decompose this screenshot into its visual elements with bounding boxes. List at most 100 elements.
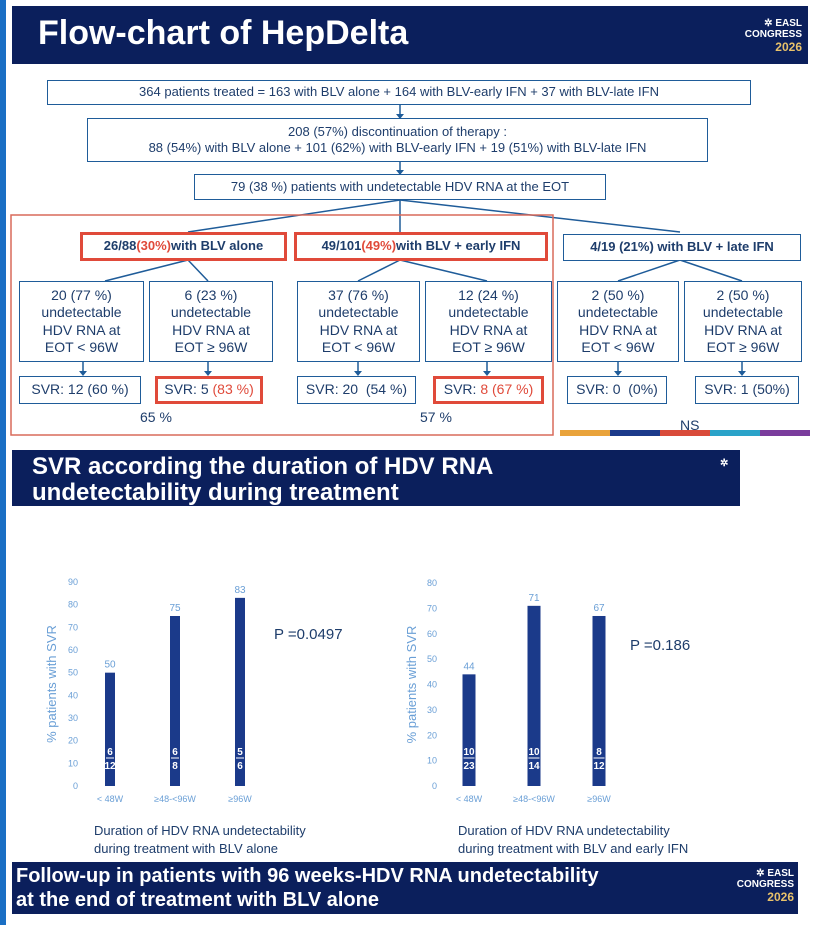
y-tick-label: 80 [427, 578, 437, 588]
group-blv-alone-percent: (30%) [136, 238, 171, 254]
y-tick-label: 0 [73, 781, 78, 791]
group-early-ifn-count: 49/101 [321, 238, 362, 254]
y-tick-label: 30 [68, 713, 78, 723]
easl-logo-footer: ✲ EASL CONGRESS 2026 [716, 868, 794, 904]
bar-value-label: 75 [169, 603, 181, 614]
bar-value-label: 50 [104, 660, 116, 671]
easl-logo-icon: ✲ [764, 18, 773, 29]
subgroup-count: 6 (23 %) [184, 286, 238, 303]
x-tick-label: ≥96W [587, 794, 611, 804]
chart2-p-value: P =0.186 [630, 637, 691, 654]
fraction-denominator: 8 [172, 761, 178, 772]
y-tick-label: 10 [427, 756, 437, 766]
subgroup-line: HDV RNA at [579, 321, 657, 338]
subgroup-box: 6 (23 %) undetectable HDV RNA at EOT ≥ 96W [149, 281, 273, 362]
subgroup-box: 20 (77 %) undetectable HDV RNA at EOT < 96W [19, 281, 144, 362]
subgroup-count: 37 (76 %) [328, 286, 389, 303]
subgroup-line: undetectable [170, 304, 252, 320]
subgroup-line: HDV RNA at [449, 321, 528, 338]
discontinuation-line2: 88 (54%) with BLV alone + 101 (62%) with… [148, 140, 647, 155]
left-edge-stripe [0, 0, 6, 925]
bar [527, 605, 541, 786]
pooled-percent-mid: 57 % [420, 409, 452, 425]
group-blv-alone-box: 26/88 (30%) with BLV alone [80, 232, 287, 261]
flowchart-connectors [10, 105, 746, 436]
subgroup-box: 12 (24 %) undetectable HDV RNA at EOT ≥ 96W [425, 281, 552, 362]
fraction-numerator: 10 [528, 747, 540, 758]
svr-percent: (83 %) [212, 381, 254, 398]
bar [235, 597, 245, 786]
svr-box: SVR: 1 (50%) [695, 376, 799, 404]
subgroup-line: undetectable [318, 304, 399, 320]
y-tick-label: 60 [68, 645, 78, 655]
subgroup-line: undetectable [702, 304, 784, 320]
y-tick-label: 40 [427, 680, 437, 690]
bar-value-label: 71 [528, 593, 540, 604]
y-tick-label: 30 [427, 705, 437, 715]
svr-box: SVR: 0 (0%) [567, 376, 667, 404]
y-axis-label: % patients with SVR [44, 625, 59, 743]
svr-text: SVR: 0 (0%) [576, 381, 658, 398]
bar-value-label: 44 [463, 661, 475, 672]
svr-box-highlight: SVR: 8 (67 %) [433, 376, 544, 404]
fraction-denominator: 12 [104, 761, 116, 772]
chart1-caption-line1: Duration of HDV RNA undetectability [94, 823, 306, 838]
x-tick-label: ≥48-<96W [513, 794, 555, 804]
chart1-caption: Duration of HDV RNA undetectability duri… [94, 822, 306, 857]
y-tick-label: 20 [427, 730, 437, 740]
fraction-numerator: 6 [172, 747, 178, 758]
fraction-denominator: 14 [528, 761, 540, 772]
y-tick-label: 70 [427, 603, 437, 613]
fraction-denominator: 23 [463, 761, 475, 772]
y-axis-label: % patients with SVR [404, 626, 419, 744]
slide3-title-line1: Follow-up in patients with 96 weeks-HDV … [16, 865, 599, 887]
bar [105, 672, 115, 786]
x-tick-label: < 48W [456, 794, 483, 804]
slide1-banner: Flow-chart of HepDelta ✲ EASL CONGRESS 2… [12, 6, 808, 64]
svr-percent: 8 (67 %) [480, 381, 534, 398]
fraction-numerator: 8 [596, 747, 602, 758]
bar-value-label: 67 [593, 603, 605, 614]
chart2-caption: Duration of HDV RNA undetectability duri… [458, 822, 688, 857]
subgroup-line: HDV RNA at [319, 321, 398, 338]
slide3-title-line2: at the end of treatment with BLV alone [16, 889, 379, 911]
y-tick-label: 50 [427, 654, 437, 664]
easl-logo-year: 2026 [775, 40, 802, 54]
subgroup-line: undetectable [577, 304, 659, 320]
chart1-caption-line2: during treatment with BLV alone [94, 840, 279, 856]
y-tick-label: 70 [68, 622, 78, 632]
fraction-numerator: 5 [237, 747, 243, 758]
svr-box: SVR: 12 (60 %) [19, 376, 141, 404]
fraction-numerator: 6 [107, 747, 113, 758]
bar-value-label: 83 [234, 585, 246, 596]
group-early-ifn-percent: (49%) [361, 238, 397, 254]
svr-text: SVR: 20 (54 %) [305, 381, 408, 398]
subgroup-count: 12 (24 %) [458, 286, 519, 303]
group-blv-alone-count: 26/88 [103, 238, 137, 254]
easl-logo-small: ✲ [720, 458, 729, 469]
svr-text: SVR: 5 [164, 381, 213, 398]
svr-text: SVR: 1 (50%) [704, 381, 790, 398]
subgroup-line: HDV RNA at [704, 321, 782, 338]
bar [170, 616, 180, 786]
x-tick-label: ≥48-<96W [154, 794, 196, 804]
group-blv-alone-label: with BLV alone [171, 238, 264, 254]
group-blv-early-ifn-box: 49/101 (49%) with BLV + early IFN [294, 232, 548, 261]
y-tick-label: 50 [68, 668, 78, 678]
subgroup-count: 2 (50 %) [716, 286, 770, 303]
subgroup-line: EOT ≥ 96W [706, 339, 780, 355]
subgroup-box: 2 (50 %) undetectable HDV RNA at EOT < 96W [557, 281, 679, 362]
y-tick-label: 60 [427, 629, 437, 639]
svr-box-highlight: SVR: 5 (83 %) [155, 376, 263, 404]
subgroup-line: EOT ≥ 96W [174, 339, 248, 355]
decorative-strip [560, 430, 810, 436]
subgroup-line: EOT ≥ 96W [452, 339, 525, 355]
subgroup-line: undetectable [41, 304, 122, 320]
chart-blv-alone: % patients with SVR 0 10 20 30 40 50 60 70 80 90 50… [44, 577, 252, 804]
y-tick-label: 10 [68, 758, 78, 768]
subgroup-line: EOT < 96W [581, 339, 655, 355]
slide2-banner: SVR according the duration of HDV RNA un… [12, 450, 740, 506]
slide2-title-line1: SVR according the duration of HDV RNA [32, 453, 494, 480]
x-tick-label: < 48W [97, 794, 124, 804]
x-tick-label: ≥96W [228, 794, 252, 804]
